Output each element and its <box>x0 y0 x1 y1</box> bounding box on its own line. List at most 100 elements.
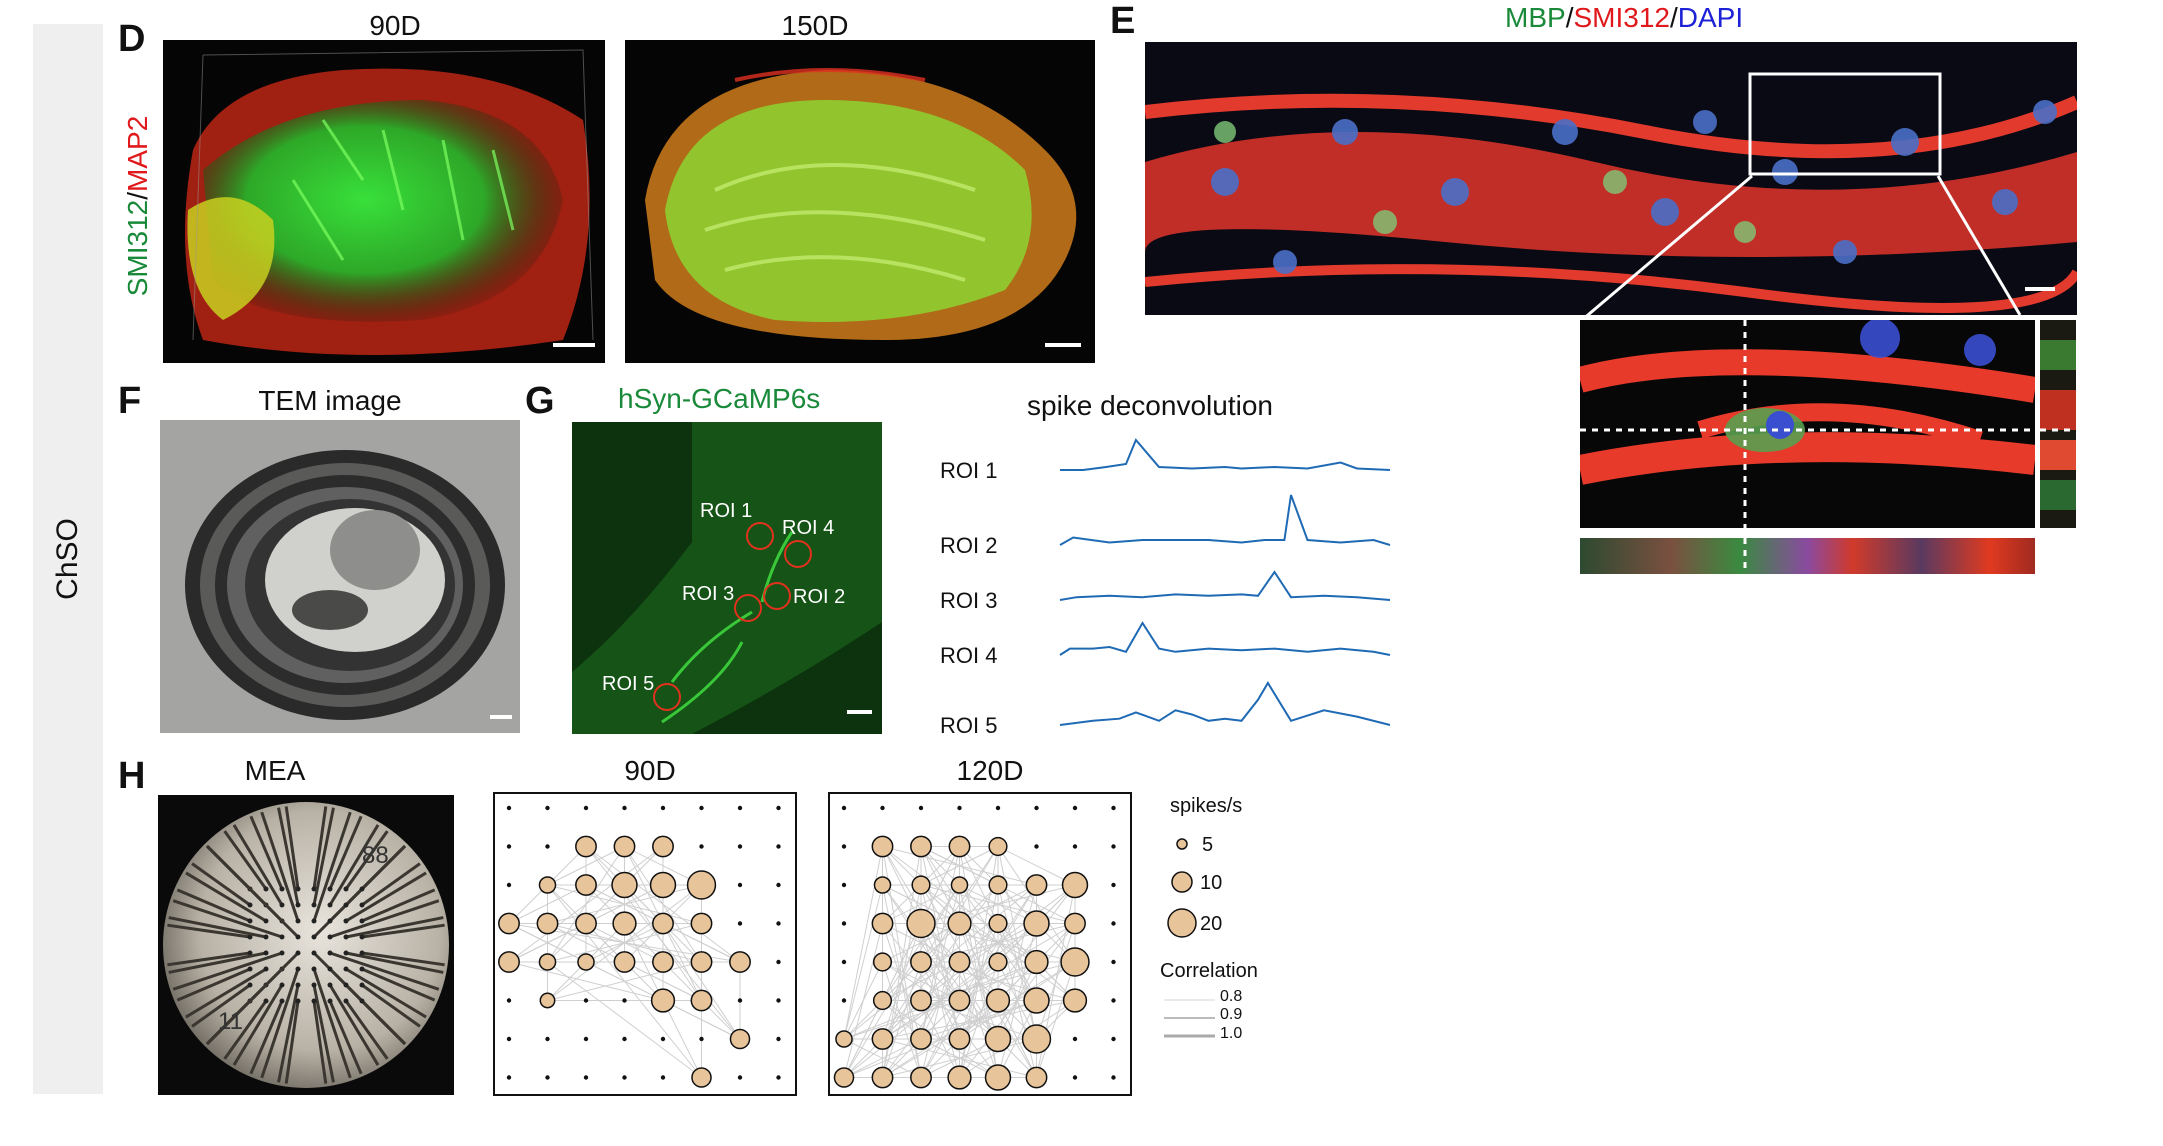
title-dapi: DAPI <box>1677 2 1744 33</box>
mea-electrode <box>295 950 301 956</box>
active-electrode <box>910 835 932 858</box>
inactive-electrode <box>1111 1036 1116 1042</box>
roi-2-circle <box>763 582 791 610</box>
correlation-edge <box>920 846 999 886</box>
trace-line-1 <box>1060 438 1391 471</box>
inactive-electrode <box>841 959 847 965</box>
trace-label-3: ROI 3 <box>940 588 997 613</box>
correlation-edge <box>508 923 587 963</box>
active-electrode <box>871 1066 894 1089</box>
mea-electrode <box>295 918 301 924</box>
active-electrode <box>690 989 713 1012</box>
active-electrode <box>729 951 751 973</box>
mea-electrode <box>295 886 301 892</box>
inactive-electrode <box>699 844 704 849</box>
inactive-electrode <box>545 1036 550 1042</box>
inactive-electrode <box>776 998 781 1003</box>
mea-electrode <box>343 966 349 972</box>
inactive-electrode <box>841 882 847 888</box>
mea-electrode <box>343 918 349 924</box>
inactive-electrode <box>1111 959 1116 965</box>
active-electrode <box>575 835 597 858</box>
inactive-electrode <box>583 1036 589 1042</box>
active-electrode <box>690 951 713 973</box>
inactive-electrode <box>737 921 743 926</box>
inactive-electrode <box>506 1036 512 1042</box>
mea-electrode <box>327 886 333 892</box>
legend-spikes-title: spikes/s <box>1170 795 1243 817</box>
active-electrode <box>536 912 559 935</box>
active-electrode <box>729 1028 751 1050</box>
title-mbp: MBP <box>1505 2 1566 33</box>
mea-electrode <box>279 934 285 940</box>
mea-electrode <box>343 950 349 956</box>
active-electrode <box>910 1028 932 1050</box>
legend-correlation-title: Correlation <box>1160 960 1258 982</box>
mea-electrode <box>311 966 317 972</box>
active-electrode <box>613 835 636 858</box>
active-electrode <box>985 988 1011 1013</box>
active-electrode <box>652 912 674 935</box>
correlation-edge <box>843 1000 960 1040</box>
inactive-electrode <box>699 1036 704 1042</box>
inactive-electrode <box>660 1075 666 1080</box>
network-90d-title: 90D <box>624 755 676 786</box>
image-d-90d <box>163 40 605 363</box>
active-electrode <box>871 912 894 935</box>
active-electrode <box>1024 949 1049 975</box>
mea-electrode <box>327 934 333 940</box>
mea-electrode <box>247 950 253 956</box>
inactive-electrode <box>957 805 962 811</box>
mea-electrode <box>295 998 301 1004</box>
correlation-edge <box>920 923 1076 963</box>
active-electrode <box>988 952 1008 972</box>
panel-f-title: TEM image <box>258 385 402 416</box>
image-e-main <box>1145 42 2077 315</box>
active-electrode <box>498 951 520 973</box>
inactive-electrode <box>622 998 627 1003</box>
trace-line-4 <box>1059 621 1391 656</box>
inactive-electrode <box>776 844 781 849</box>
panel-h-letter: H <box>118 755 146 797</box>
active-electrode <box>575 874 597 896</box>
mea-electrode <box>311 934 317 940</box>
mea-electrode <box>311 998 317 1004</box>
mea-electrode <box>359 982 365 988</box>
mea-electrode <box>263 886 269 892</box>
inactive-electrode <box>841 805 847 811</box>
active-electrode <box>910 989 932 1012</box>
trace-label-4: ROI 4 <box>940 643 997 668</box>
title-smi312: SMI312 <box>1573 2 1670 33</box>
active-electrode <box>948 989 971 1012</box>
mea-electrode <box>295 966 301 972</box>
legend-size-circles <box>1167 838 1197 938</box>
inactive-electrode <box>1111 1075 1116 1080</box>
panel-d-ylabel: SMI312/MAP2 <box>118 110 158 310</box>
active-electrode <box>984 1025 1012 1053</box>
correlation-edge <box>547 961 702 1078</box>
active-electrode <box>906 908 936 939</box>
correlation-edge <box>843 884 883 1040</box>
image-e-bottom-projection <box>1580 538 2035 574</box>
active-electrode <box>911 875 931 895</box>
active-electrode <box>652 951 674 973</box>
mea-electrode <box>279 982 285 988</box>
ylabel-map2: MAP2 <box>122 115 153 192</box>
inactive-electrode <box>1111 998 1116 1003</box>
inactive-electrode <box>545 1075 550 1080</box>
mea-electrode <box>327 966 333 972</box>
inactive-electrode <box>545 844 550 849</box>
legend-circle-5 <box>1176 838 1188 850</box>
active-electrode <box>910 951 932 973</box>
inactive-electrode <box>737 1075 743 1080</box>
inactive-electrode <box>776 1075 781 1080</box>
inactive-electrode <box>1111 844 1116 849</box>
mea-electrode <box>247 966 253 972</box>
sidebar-label: ChSO <box>51 518 85 600</box>
mea-chip-label-11: 11 <box>218 1008 243 1035</box>
inactive-electrode <box>1072 844 1078 849</box>
inactive-electrode <box>1072 1075 1078 1080</box>
active-electrode <box>690 912 713 935</box>
mea-electrode <box>311 982 317 988</box>
active-electrode <box>575 912 597 935</box>
